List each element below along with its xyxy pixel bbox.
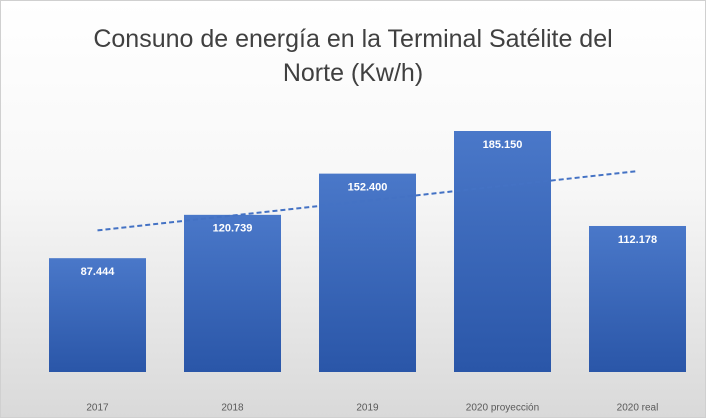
bar [184, 214, 281, 372]
x-tick-label: 2020 real [617, 403, 659, 414]
bar [319, 173, 416, 372]
data-label: 87.444 [81, 266, 116, 278]
x-tick-label: 2017 [86, 403, 109, 414]
data-label: 152.400 [348, 182, 388, 194]
x-tick-label: 2020 proyección [466, 403, 539, 414]
x-tick-label: 2018 [221, 403, 244, 414]
bar [589, 225, 686, 372]
x-tick-label: 2019 [356, 403, 379, 414]
bar [49, 258, 146, 372]
chart-title: Consuno de energía en la Terminal Satéli… [93, 25, 613, 87]
trendline [97, 170, 638, 232]
bar [454, 131, 551, 372]
data-label: 112.178 [618, 234, 657, 246]
data-label: 120.739 [213, 223, 253, 235]
data-label: 185.150 [483, 139, 523, 151]
